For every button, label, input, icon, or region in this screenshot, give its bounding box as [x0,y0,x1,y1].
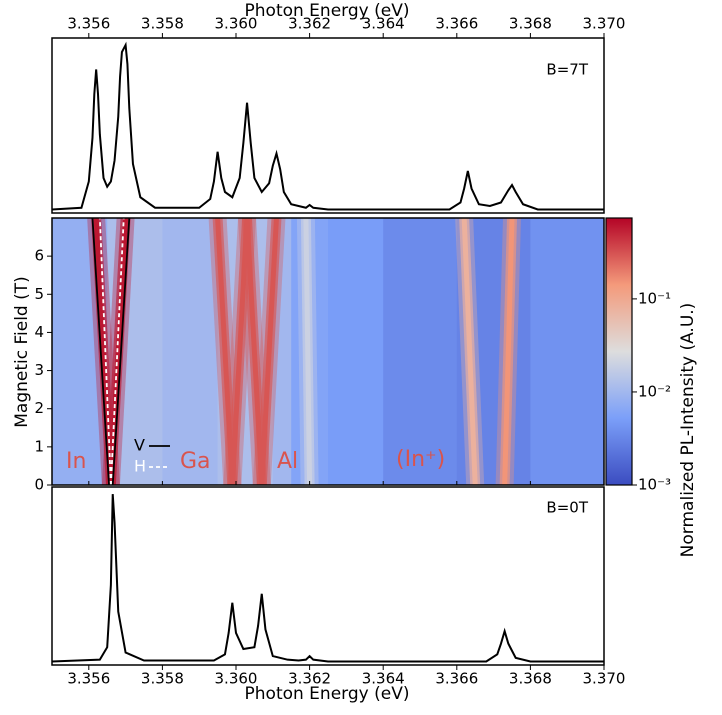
heat-cell [383,218,458,485]
heat-cell [328,218,384,485]
heat-branch [303,218,313,485]
x-tick-label: 3.366 [435,15,478,33]
heat-branch [244,218,265,485]
x-tick-label: 3.370 [583,670,626,688]
colorbar-tick-label: 10⁻³ [638,476,671,494]
x-tick-label: 3.356 [67,15,110,33]
heat-branch [259,218,279,485]
y-tick-label: 6 [34,247,44,265]
legend-label: V [134,436,145,455]
annotation: (In⁺) [396,447,445,472]
x-tick-label: 3.362 [288,15,331,33]
x-tick-label: 3.360 [215,670,258,688]
plot-frame [51,217,605,486]
colorbar-tick-label: 10⁻¹ [638,289,671,307]
annotation: B=7T [546,61,588,79]
x-tick-label: 3.364 [362,15,405,33]
fit-line [111,218,131,485]
x-tick-label: 3.370 [583,15,626,33]
colorbar [605,217,633,486]
y-tick-label: 2 [34,399,44,417]
colorbar-label: Normalized PL-Intensity (A.U.) [678,303,698,558]
x-tick-label: 3.366 [435,670,478,688]
heat-branch [461,218,478,485]
legend-label: H [134,457,146,476]
heat-branch [215,218,235,485]
x-tick-label: 3.356 [67,670,110,688]
x-tick-label: 3.368 [509,670,552,688]
y-tick-label: 3 [34,361,44,379]
annotation: In [66,449,86,474]
spectrum-line [51,494,604,663]
annotation: Al [277,449,298,474]
heat-branch [502,218,515,485]
x-tick-label: 3.358 [141,670,184,688]
colorbar-tick-label: 10⁻² [638,382,671,400]
plot-frame [51,486,605,666]
y-axis-label: Magnetic Field (T) [12,276,32,428]
heat-cell [162,218,219,485]
heatmap-area [52,218,604,485]
x-axis-label: Photon Energy (eV) [245,1,410,21]
heat-branch [229,218,250,485]
x-tick-label: 3.360 [215,15,258,33]
annotation: Ga [180,449,211,474]
y-tick-label: 1 [34,437,44,455]
heat-cell [530,218,604,485]
x-axis-label: Photon Energy (eV) [245,684,410,704]
x-tick-label: 3.362 [288,670,331,688]
y-tick-label: 4 [34,323,44,341]
plot-frame [51,37,605,214]
y-tick-label: 0 [34,476,44,494]
annotation: B=0T [546,499,588,517]
spectrum-line [51,41,604,211]
x-tick-label: 3.358 [141,15,184,33]
x-tick-label: 3.364 [362,670,405,688]
fit-line [109,218,125,485]
y-tick-label: 5 [34,285,44,303]
x-tick-label: 3.368 [509,15,552,33]
fit-line [91,218,110,485]
fit-line [98,218,112,485]
